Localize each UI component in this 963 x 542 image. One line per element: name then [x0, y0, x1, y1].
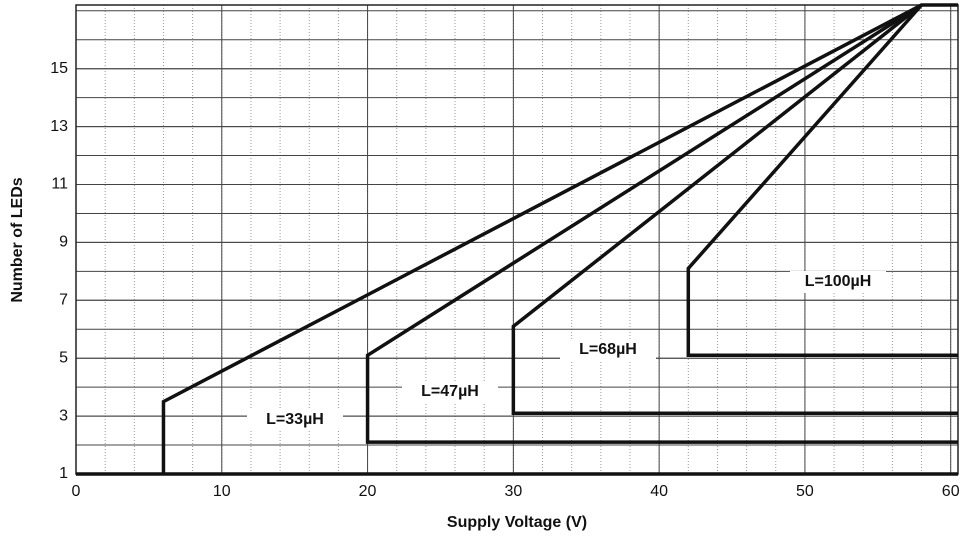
series-label: L=47µH — [421, 383, 479, 400]
series-label: L=100µH — [805, 273, 872, 290]
y-axis-label: Number of LEDs — [9, 177, 26, 302]
x-tick-label: 40 — [650, 483, 668, 500]
x-tick-label: 20 — [359, 483, 377, 500]
y-tick-label: 7 — [59, 292, 68, 309]
y-tick-label: 13 — [50, 118, 68, 135]
plot-border — [75, 4, 959, 475]
label-background — [402, 381, 498, 403]
x-tick-label: 50 — [796, 483, 814, 500]
series-line — [365, 3, 958, 444]
series-line — [686, 3, 958, 358]
y-tick-label: 11 — [51, 176, 68, 193]
x-tick-label: 60 — [942, 483, 960, 500]
x-axis-label: Supply Voltage (V) — [447, 514, 587, 531]
y-tick-label: 15 — [50, 60, 68, 77]
y-tick-label: 5 — [59, 349, 68, 366]
x-tick-label: 30 — [504, 483, 522, 500]
y-tick-label: 9 — [59, 234, 68, 251]
series-label: L=33µH — [266, 411, 324, 428]
label-background — [560, 339, 656, 361]
series-label: L=68µH — [579, 341, 637, 358]
y-tick-label: 1 — [59, 465, 68, 482]
series-line — [511, 3, 958, 415]
label-background — [247, 409, 343, 431]
label-background — [790, 271, 886, 293]
x-tick-label: 10 — [213, 483, 231, 500]
series-line — [76, 3, 958, 476]
y-tick-label: 3 — [59, 407, 68, 424]
x-tick-label: 0 — [72, 483, 81, 500]
